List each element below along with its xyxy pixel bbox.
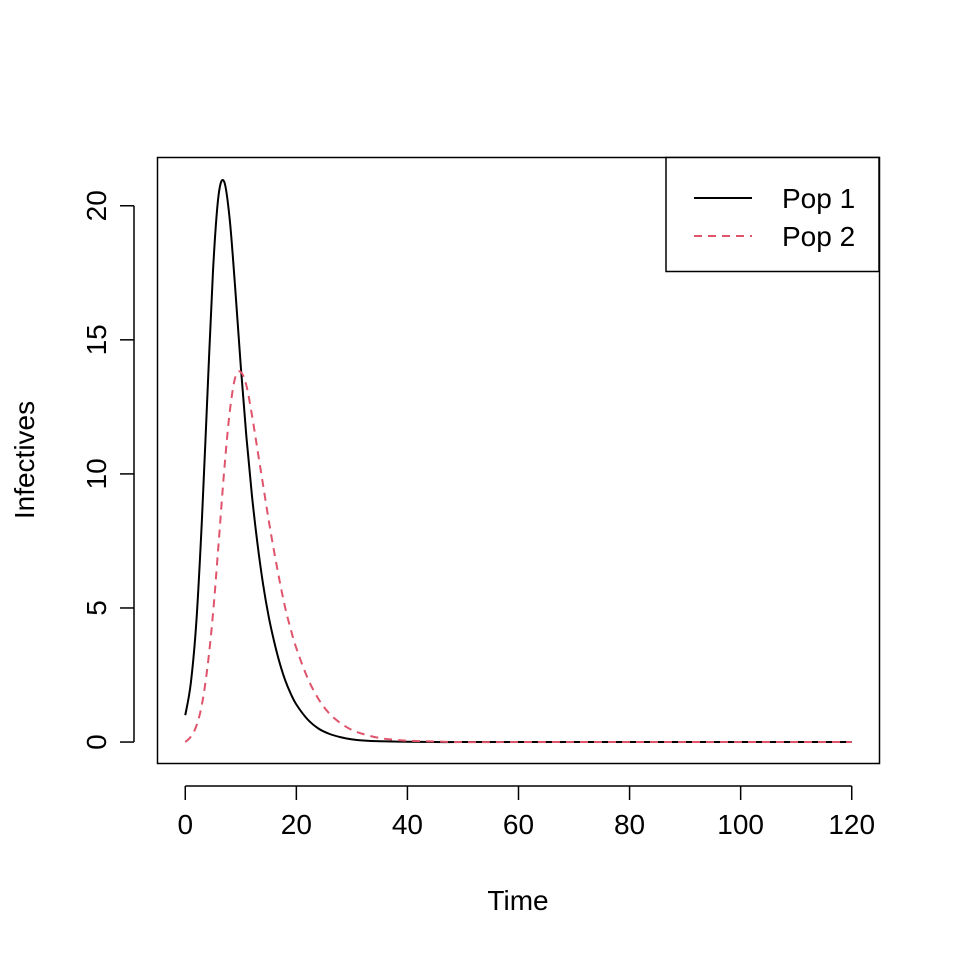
- y-tick-label: 15: [81, 324, 112, 355]
- x-tick-label: 0: [177, 809, 193, 840]
- y-tick-label: 5: [81, 600, 112, 616]
- y-tick-label: 0: [81, 734, 112, 750]
- series-layer: [184, 178, 852, 744]
- x-tick-label: 100: [717, 809, 764, 840]
- x-tick-label: 60: [503, 809, 534, 840]
- y-axis-label: Infectives: [9, 401, 40, 519]
- x-axis: 0 20 40 60 80 100 120: [177, 785, 875, 840]
- x-tick-label: 120: [828, 809, 875, 840]
- y-axis: 0 5 10 15 20: [81, 190, 135, 750]
- x-axis-label: Time: [487, 885, 548, 916]
- legend-box: [665, 156, 880, 273]
- legend: Pop 1 Pop 2: [665, 156, 880, 273]
- y-tick-label: 20: [81, 190, 112, 221]
- legend-label-pop-1: Pop 1: [782, 183, 855, 214]
- series-line-pop-2: [184, 370, 852, 744]
- legend-label-pop-2: Pop 2: [782, 221, 855, 252]
- y-tick-label: 10: [81, 458, 112, 489]
- x-tick-label: 20: [281, 809, 312, 840]
- plot-frame: [156, 156, 881, 765]
- x-tick-label: 80: [614, 809, 645, 840]
- x-tick-label: 40: [392, 809, 423, 840]
